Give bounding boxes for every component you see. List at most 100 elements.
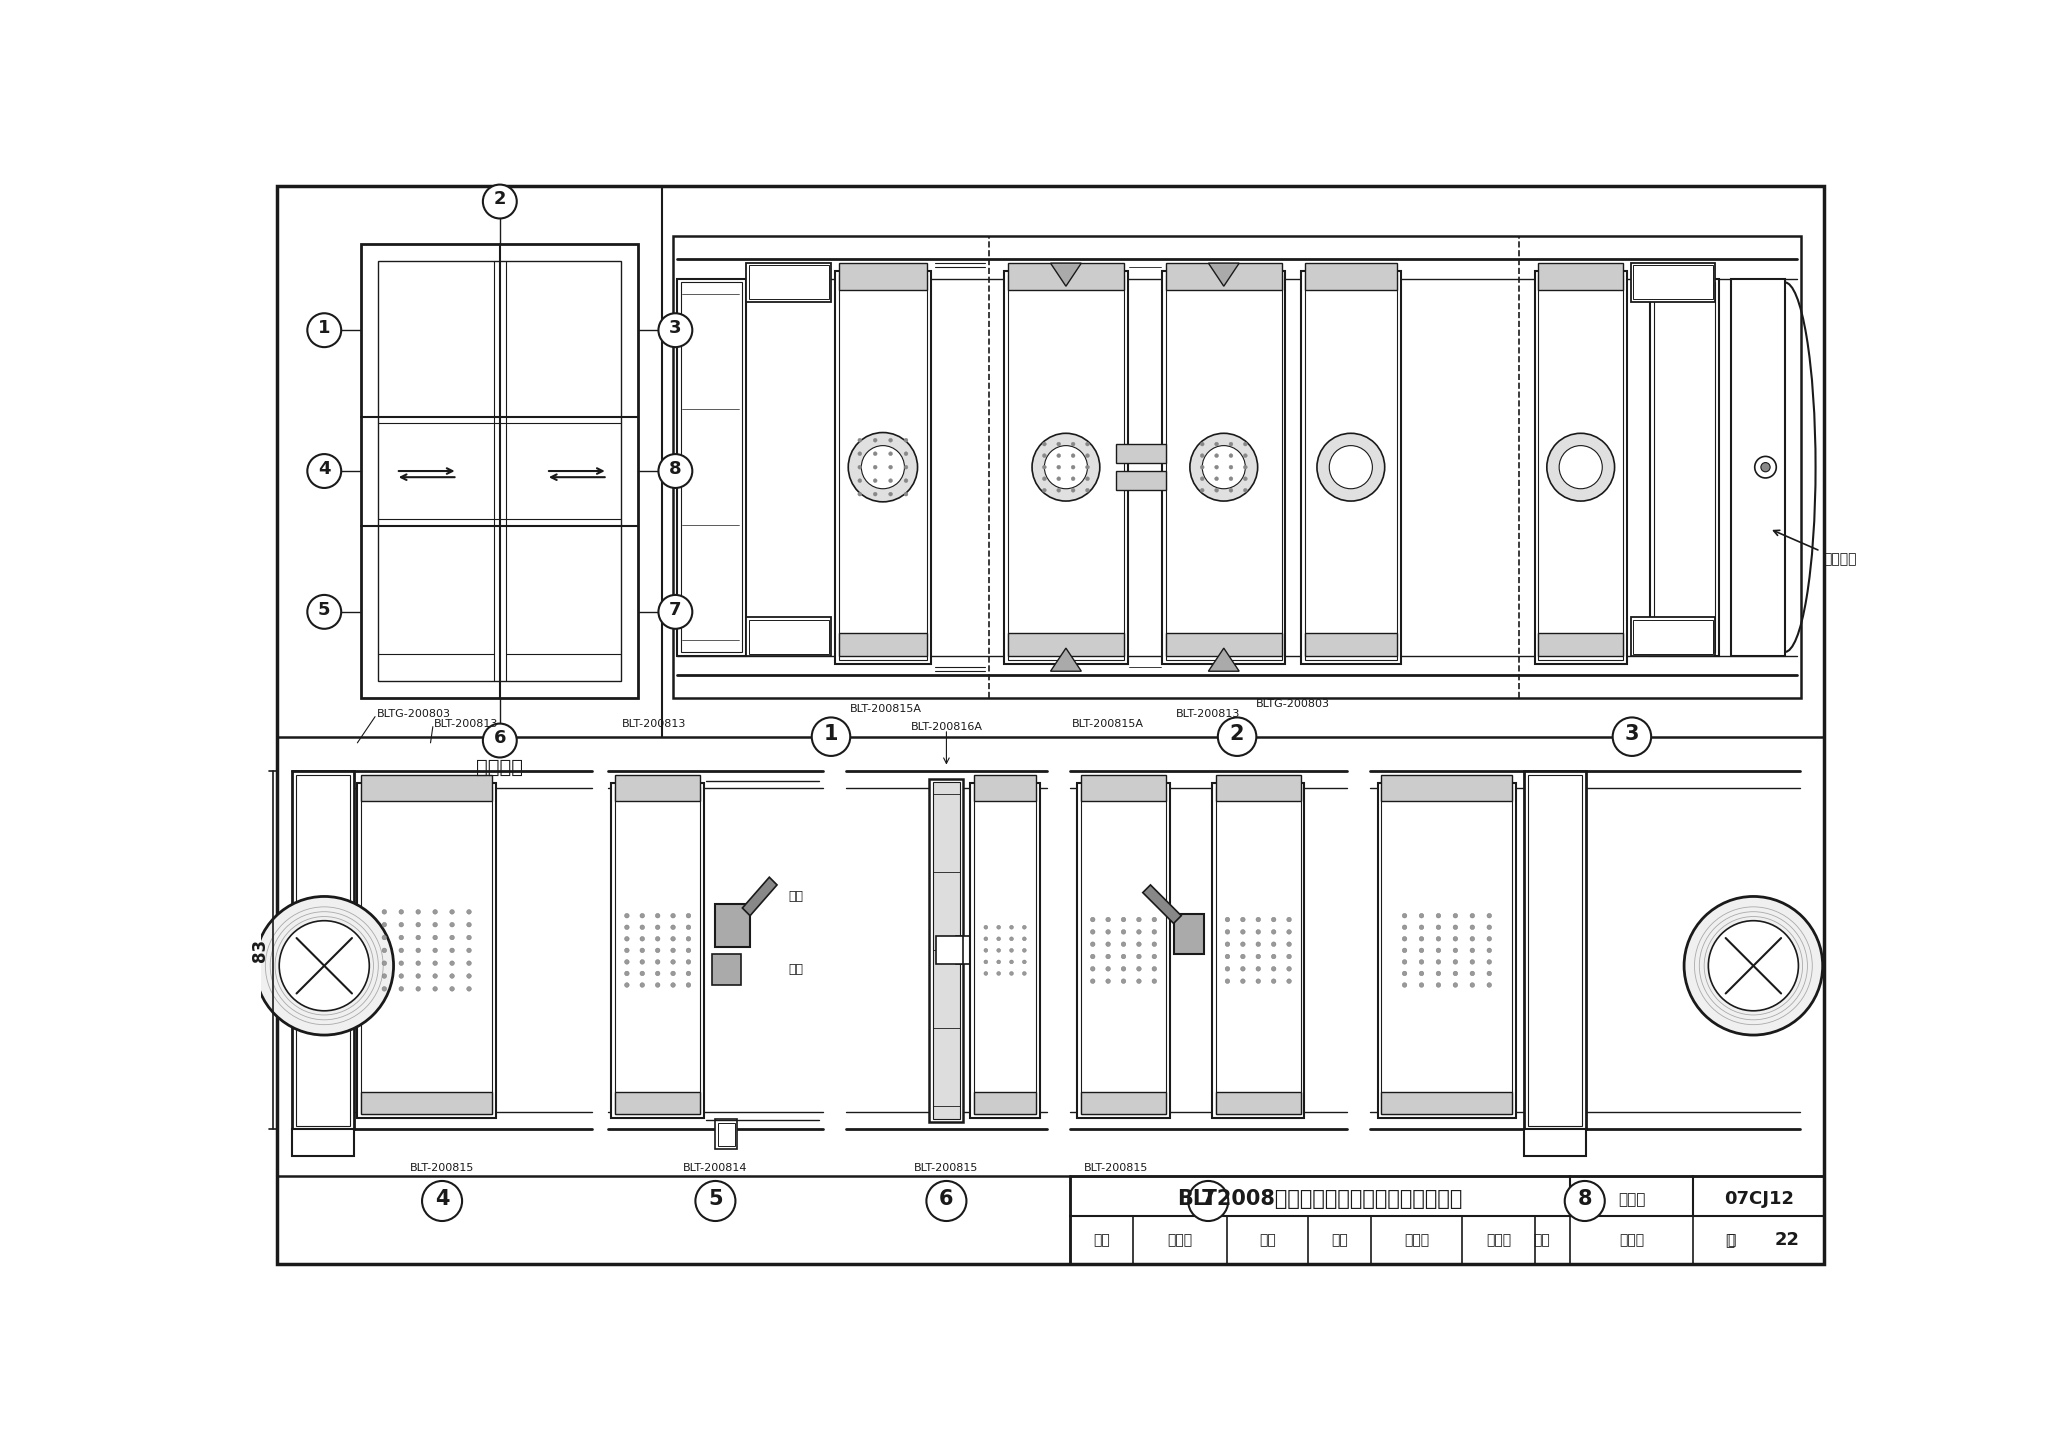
Circle shape (1106, 966, 1110, 970)
Circle shape (1057, 454, 1061, 457)
Circle shape (1487, 947, 1491, 953)
Text: 页: 页 (1724, 1233, 1735, 1247)
Circle shape (1071, 489, 1075, 492)
Circle shape (451, 910, 455, 914)
Text: 3: 3 (670, 319, 682, 337)
Circle shape (1470, 959, 1475, 965)
Bar (715, 1119, 737, 1149)
Circle shape (1137, 917, 1141, 921)
Circle shape (1225, 917, 1229, 921)
Circle shape (625, 947, 629, 953)
Circle shape (858, 479, 862, 483)
Circle shape (1286, 955, 1292, 959)
Circle shape (983, 972, 987, 975)
Circle shape (432, 947, 438, 953)
Circle shape (1243, 443, 1247, 446)
Text: 7: 7 (1200, 1188, 1214, 1208)
Circle shape (1120, 917, 1126, 921)
Circle shape (1403, 970, 1407, 976)
Polygon shape (1051, 647, 1081, 671)
Circle shape (1153, 955, 1157, 959)
Circle shape (1241, 966, 1245, 970)
Circle shape (1106, 917, 1110, 921)
Circle shape (1032, 433, 1100, 500)
Circle shape (659, 454, 692, 487)
Circle shape (383, 986, 387, 991)
Circle shape (639, 913, 645, 919)
Bar (1382, 1093, 1511, 1115)
Circle shape (1229, 466, 1233, 469)
Circle shape (416, 936, 420, 940)
Circle shape (672, 970, 676, 976)
Circle shape (1214, 477, 1219, 480)
Bar (295, 776, 350, 1126)
Circle shape (1153, 917, 1157, 921)
Circle shape (279, 920, 369, 1011)
Circle shape (1044, 446, 1087, 489)
Circle shape (1286, 917, 1292, 921)
Text: BLT-200815A: BLT-200815A (1071, 720, 1145, 730)
Circle shape (1329, 446, 1372, 489)
Circle shape (1090, 966, 1096, 970)
Bar (1300, 271, 1401, 663)
Bar (1528, 776, 1581, 1126)
Bar (360, 1093, 492, 1115)
Bar (1630, 617, 1716, 656)
Bar (293, 771, 354, 1129)
Bar (748, 620, 829, 653)
Circle shape (1241, 955, 1245, 959)
Bar (678, 278, 745, 656)
Bar (1008, 274, 1124, 659)
Bar (930, 779, 963, 1122)
Circle shape (1042, 443, 1047, 446)
Circle shape (926, 1181, 967, 1221)
Text: 焦翼曾: 焦翼曾 (1167, 1233, 1192, 1247)
Circle shape (672, 936, 676, 942)
Circle shape (467, 973, 471, 978)
Circle shape (1487, 982, 1491, 988)
Circle shape (416, 986, 420, 991)
Circle shape (1612, 718, 1651, 756)
Circle shape (483, 724, 516, 757)
Bar (1217, 787, 1300, 1115)
Circle shape (1120, 942, 1126, 946)
Circle shape (1470, 982, 1475, 988)
Text: BLT-200813: BLT-200813 (1176, 708, 1241, 718)
Circle shape (1255, 930, 1262, 934)
Text: 蚊节: 蚊节 (1260, 1233, 1276, 1247)
Circle shape (672, 947, 676, 953)
Circle shape (1057, 466, 1061, 469)
Circle shape (467, 936, 471, 940)
Circle shape (383, 910, 387, 914)
Circle shape (1022, 949, 1026, 952)
Circle shape (997, 960, 1001, 963)
Text: 设计: 设计 (1534, 1233, 1550, 1247)
Circle shape (858, 466, 862, 469)
Circle shape (1470, 936, 1475, 942)
Circle shape (432, 986, 438, 991)
Circle shape (848, 433, 918, 502)
Bar (1538, 633, 1624, 656)
Circle shape (1317, 433, 1384, 500)
Circle shape (1241, 930, 1245, 934)
Circle shape (383, 973, 387, 978)
Bar (379, 261, 621, 681)
Circle shape (1255, 942, 1262, 946)
Circle shape (686, 947, 690, 953)
Bar (1378, 783, 1516, 1118)
Circle shape (625, 982, 629, 988)
Circle shape (1153, 942, 1157, 946)
Circle shape (307, 313, 342, 348)
Bar (936, 936, 963, 965)
Bar (1165, 274, 1282, 659)
Circle shape (625, 913, 629, 919)
Circle shape (889, 451, 893, 456)
Bar (1081, 1093, 1165, 1115)
Circle shape (1071, 443, 1075, 446)
Circle shape (655, 924, 659, 930)
Bar (360, 787, 492, 1115)
Text: 83: 83 (252, 939, 270, 962)
Text: 图集号: 图集号 (1618, 1193, 1645, 1207)
Bar (1524, 1129, 1585, 1156)
Circle shape (467, 947, 471, 953)
